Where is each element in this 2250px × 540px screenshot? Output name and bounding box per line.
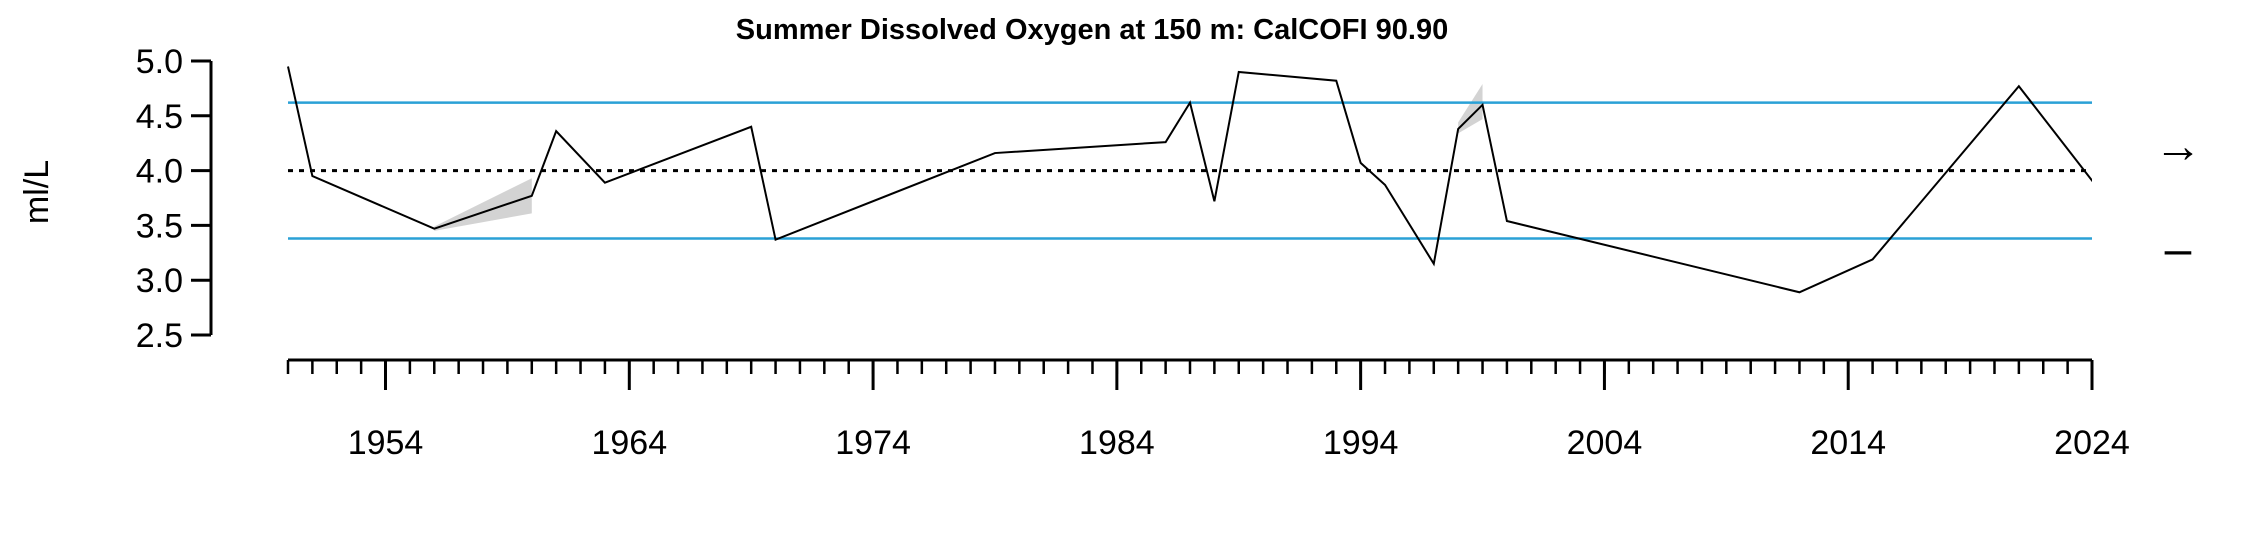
trend-arrow-indicator: → <box>2154 120 2202 173</box>
x-tick-label: 2004 <box>1567 424 1643 462</box>
y-tick-label: 4.5 <box>136 98 183 136</box>
y-axis-label: ml/L <box>18 160 56 224</box>
uncertainty-band <box>434 178 532 231</box>
x-tick-label: 2014 <box>1810 424 1886 462</box>
x-tick-label: 1954 <box>348 424 424 462</box>
y-tick-label: 5.0 <box>136 43 183 81</box>
x-tick-label: 1974 <box>835 424 911 462</box>
x-tick-label: 1994 <box>1323 424 1399 462</box>
y-tick-label: 2.5 <box>136 317 183 355</box>
y-axis: 2.5 3.0 3.5 4.0 4.5 5.0 <box>136 43 213 355</box>
y-tick-label: 4.0 <box>136 153 183 191</box>
chart-title: Summer Dissolved Oxygen at 150 m: CalCOF… <box>736 14 1448 46</box>
y-tick-label: 3.5 <box>136 207 183 245</box>
status-dash-indicator: – <box>2165 223 2192 276</box>
uncertainty-band <box>1458 84 1483 134</box>
x-tick-label: 2024 <box>2054 424 2130 462</box>
x-tick-label: 1964 <box>591 424 667 462</box>
y-tick-label: 3.0 <box>136 262 183 300</box>
x-tick-label: 1984 <box>1079 424 1155 462</box>
uncertainty-bands <box>434 84 1483 231</box>
x-axis: 1954 1964 1974 1984 1994 2004 2014 2024 <box>286 358 2130 462</box>
data-series <box>287 66 2092 294</box>
reference-lines <box>288 101 2092 240</box>
series-line <box>287 66 2092 294</box>
